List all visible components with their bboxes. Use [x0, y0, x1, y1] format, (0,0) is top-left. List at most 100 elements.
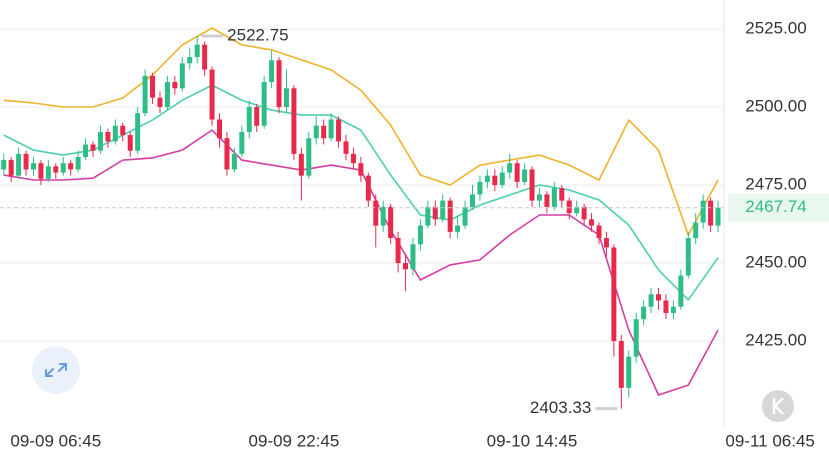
candle-body [1, 160, 7, 170]
candle-body [283, 88, 289, 108]
candle-body [529, 169, 535, 201]
candle-body [633, 319, 639, 357]
candle-body [507, 163, 513, 173]
candle-body [336, 119, 342, 142]
candle-body [306, 138, 312, 176]
candle-body [120, 125, 126, 136]
candle-body [462, 206, 468, 226]
expand-button[interactable] [32, 346, 80, 394]
candle-body [75, 156, 81, 170]
candle-body [38, 163, 44, 179]
candle-body [105, 131, 111, 142]
band-line [3, 84, 719, 302]
x-tick-label: 09-09 06:45 [10, 431, 101, 450]
y-tick-label: 2525.00 [745, 19, 806, 38]
candle-body [217, 119, 223, 139]
candle-body [254, 107, 260, 126]
candle-body [693, 222, 699, 239]
candle-body [328, 119, 334, 139]
candle-body [559, 188, 565, 201]
candle-body [150, 75, 156, 98]
candle-body [276, 60, 282, 108]
candle-body [648, 294, 654, 307]
grid [0, 28, 724, 342]
candle-body [187, 57, 193, 64]
candle-body [45, 166, 51, 179]
expand-bg[interactable] [32, 346, 80, 394]
candle-body [551, 188, 557, 207]
y-tick-label: 2500.00 [745, 97, 806, 116]
candle-body [678, 275, 684, 307]
candle-body [142, 75, 148, 114]
candle-body [261, 82, 267, 126]
last-price-label: 2467.74 [745, 197, 806, 216]
candle-body [343, 141, 349, 154]
candle-body [8, 160, 14, 176]
candle-body [157, 97, 163, 108]
candle-body [492, 175, 498, 186]
k-bg[interactable] [762, 390, 794, 422]
candle-body [68, 163, 74, 170]
x-tick-label: 09-11 06:45 [725, 431, 814, 450]
candle-body [589, 219, 595, 226]
last-price-box [728, 193, 829, 222]
candle-body [83, 144, 89, 157]
candle-body [179, 63, 185, 89]
candle-body [23, 153, 29, 170]
candle-body [313, 125, 319, 139]
candle-body [209, 69, 215, 120]
candle-body [700, 200, 706, 223]
candle-body [365, 175, 371, 201]
candle-body [16, 153, 22, 176]
candle-body [432, 206, 438, 220]
candle-body [358, 163, 364, 176]
expand-icon[interactable] [45, 363, 67, 377]
candle-body [291, 88, 297, 154]
candle-body [566, 200, 572, 214]
plot: 2522.75 2403.33 [0, 26, 724, 417]
candle-body [581, 206, 587, 220]
candle-body [164, 82, 170, 108]
k-icon[interactable] [772, 397, 784, 415]
candle-body [574, 206, 580, 214]
candle-body [484, 175, 490, 182]
candle-body [410, 244, 416, 270]
candle-body [202, 44, 208, 70]
candle-body [469, 194, 475, 207]
candle-body [641, 306, 647, 320]
candle-body [373, 200, 379, 226]
y-tick-label: 2425.00 [745, 331, 806, 350]
k-button[interactable] [762, 390, 794, 422]
candle-body [440, 200, 446, 220]
candle-body [544, 194, 550, 207]
candle-body [321, 125, 327, 139]
candle-body [477, 181, 483, 195]
candle-body [194, 44, 200, 58]
band-line [3, 27, 719, 237]
x-tick-label: 09-09 22:45 [249, 431, 340, 450]
candle-body [380, 206, 386, 226]
candle-body [447, 200, 453, 232]
candle-body [395, 238, 401, 264]
candle-body [53, 166, 59, 173]
x-tick-label: 09-10 14:45 [487, 431, 578, 450]
candle-body [715, 207, 721, 226]
candle-body [298, 153, 304, 176]
candle-body [112, 125, 118, 142]
candle-body [603, 238, 609, 248]
candle-body [455, 225, 461, 232]
candle-body [596, 225, 602, 239]
candle-body [522, 169, 528, 182]
min-label: 2403.33 [530, 398, 591, 417]
candle-body [499, 172, 505, 186]
candle-body [708, 200, 714, 226]
candle-body [417, 225, 423, 245]
candle-body [626, 356, 632, 388]
candle-body [618, 341, 624, 388]
candle-body [239, 131, 245, 154]
y-tick-label: 2475.00 [745, 175, 806, 194]
candle-body [388, 206, 394, 239]
candle-body [611, 247, 617, 342]
